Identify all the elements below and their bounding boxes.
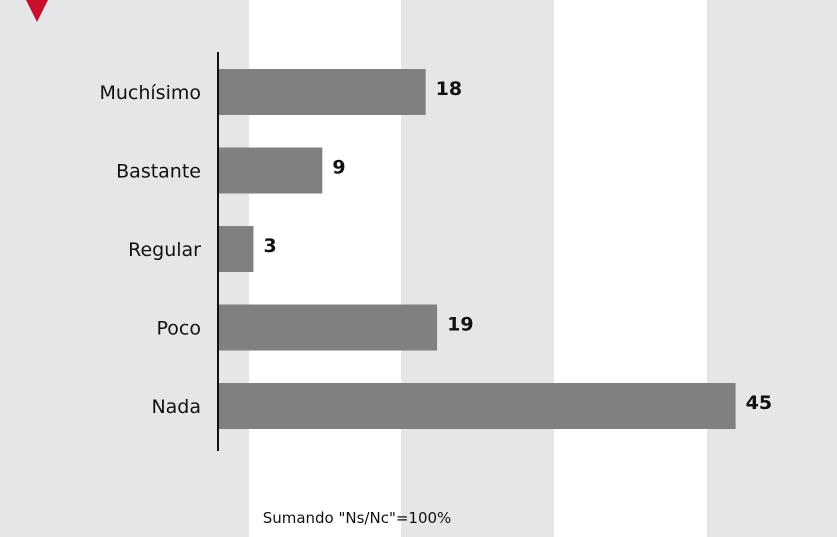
category-label: Bastante [116,161,201,183]
category-label: Muchísimo [99,82,201,104]
bar-2 [219,226,254,272]
value-label: 45 [746,392,772,414]
background-band [707,0,837,537]
category-label: Regular [128,239,201,261]
category-label: Poco [157,318,201,340]
bar-3 [219,304,438,351]
bar-1 [219,147,323,194]
value-label: 3 [263,235,276,257]
value-labels: 18 9 3 19 45 [263,78,772,414]
value-label: 9 [332,157,345,179]
background-band [554,0,707,537]
background-band [401,0,554,537]
value-label: 18 [436,78,462,100]
category-labels: Muchísimo Bastante Regular Poco Nada [99,82,201,418]
red-marker-icon [26,0,48,22]
bars-group [219,69,736,429]
category-label: Nada [151,396,201,418]
value-label: 19 [447,314,473,336]
footnote: Sumando "Ns/Nc"=100% [262,509,452,527]
bar-0 [219,69,426,115]
bar-4 [219,383,736,429]
